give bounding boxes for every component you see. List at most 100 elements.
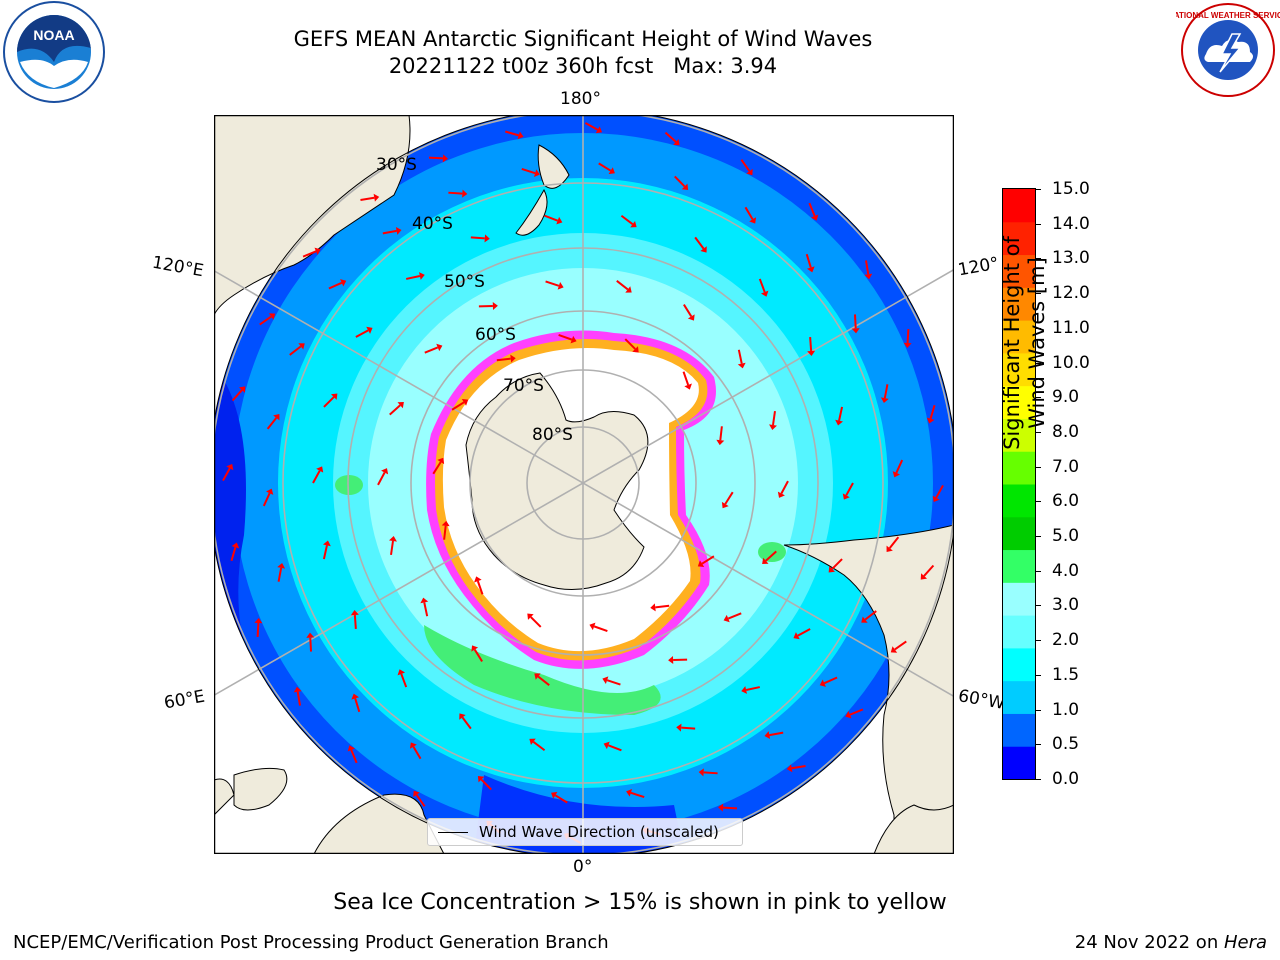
wave-arrow xyxy=(674,175,686,188)
wave-arrow xyxy=(744,206,754,220)
wave-arrow-head xyxy=(381,468,389,475)
colorbar-swatch xyxy=(1003,647,1035,682)
colorbar-tick-label: 15.0 xyxy=(1052,179,1090,199)
colorbar-tick xyxy=(1035,293,1041,295)
wave-arrow-head xyxy=(471,645,479,652)
wave-arrow xyxy=(895,459,904,474)
wave-arrow-head xyxy=(395,226,402,235)
colorbar-swatch xyxy=(1003,582,1035,616)
colorbar-tick-label: 10.0 xyxy=(1052,352,1090,373)
wave-arrow-head xyxy=(749,217,757,224)
wave-arrow-head xyxy=(819,679,826,687)
wave-arrow-head xyxy=(625,286,632,293)
wave-arrow-head xyxy=(517,131,524,140)
wave-arrow-head xyxy=(462,189,468,198)
wave-arrow xyxy=(683,304,693,317)
wave-arrow-head xyxy=(806,266,815,273)
colorbar-tick-label: 6.0 xyxy=(1052,491,1080,512)
wave-arrow-head xyxy=(510,354,516,363)
colorbar-tick xyxy=(1035,536,1041,538)
wave-arrow-head xyxy=(331,393,338,400)
wave-arrow-head xyxy=(293,686,302,693)
wave-arrow-head xyxy=(886,545,893,553)
wave-arrow-head xyxy=(589,622,596,631)
wave-arrow-head xyxy=(373,193,380,202)
map-panel: 30°S 40°S 50°S 60°S 70°S 80°S xyxy=(214,115,954,854)
wave-arrow xyxy=(360,196,375,202)
wave-arrow xyxy=(537,675,550,686)
wave-arrow xyxy=(791,764,806,770)
lat-label-70s: 70°S xyxy=(503,376,544,396)
wave-arrow xyxy=(480,778,492,791)
wave-arrow-head xyxy=(687,314,695,321)
wave-arrow xyxy=(780,480,789,494)
wave-arrow xyxy=(262,492,271,507)
wave-arrow xyxy=(724,491,734,505)
wave-arrow-head xyxy=(737,362,746,369)
wave-arrow-head xyxy=(932,495,940,503)
colorbar-tick xyxy=(1035,223,1041,225)
wave-arrow xyxy=(888,536,900,549)
wave-arrow xyxy=(935,484,944,499)
colorbar xyxy=(1002,188,1036,780)
noaa-logo: NOAA xyxy=(3,1,105,103)
wave-arrow-head xyxy=(461,398,469,406)
colorbar-tick xyxy=(1035,744,1041,746)
wave-arrow xyxy=(322,545,328,560)
wave-arrow-head xyxy=(684,383,692,390)
colorbar-swatch xyxy=(1003,746,1035,779)
wave-arrow xyxy=(769,731,784,737)
wave-arrow-head xyxy=(231,542,240,549)
wave-arrow xyxy=(808,202,816,217)
colorbar-swatch xyxy=(1003,385,1035,419)
wave-arrow xyxy=(765,550,777,562)
wave-arrow-head xyxy=(265,488,274,495)
wave-arrow-head xyxy=(389,536,397,542)
wave-arrow-head xyxy=(484,234,490,243)
wave-arrow xyxy=(415,794,426,807)
wave-arrow xyxy=(703,771,718,775)
lat-label-50s: 50°S xyxy=(444,272,485,292)
wave-arrow xyxy=(849,708,864,716)
wave-arrow xyxy=(428,156,444,160)
wave-arrow xyxy=(593,625,608,632)
wave-arrow-head xyxy=(903,342,912,348)
wave-arrow-head xyxy=(861,616,868,623)
wave-arrow xyxy=(823,676,838,685)
wave-arrow xyxy=(476,580,484,595)
wave-arrow xyxy=(470,236,485,240)
wave-arrow xyxy=(797,628,811,637)
wave-arrow xyxy=(545,280,560,287)
colorbar-swatch xyxy=(1003,615,1035,649)
lon-label-right-lower: 60°W xyxy=(956,686,1007,714)
wave-arrow xyxy=(412,746,422,760)
wave-arrow xyxy=(354,698,361,713)
colorbar-tick xyxy=(1035,362,1041,364)
wave-arrow xyxy=(355,329,369,338)
wave-arrow-head xyxy=(603,741,610,750)
wave-arrow xyxy=(694,236,705,250)
colorbar-tick xyxy=(1035,779,1041,780)
wave-arrow-head xyxy=(533,169,540,177)
colorbar-swatch xyxy=(1003,254,1035,288)
wave-arrow xyxy=(312,470,321,484)
wave-arrow-head xyxy=(314,247,321,255)
colorbar-tick-label: 7.0 xyxy=(1052,456,1080,477)
wave-arrow-head xyxy=(602,676,609,684)
colorbar-swatch xyxy=(1003,713,1035,747)
wave-arrow-head xyxy=(769,424,777,430)
wave-arrow-head xyxy=(409,742,417,749)
wave-arrow-head xyxy=(350,610,359,616)
wave-arrow xyxy=(443,525,447,540)
wave-arrow xyxy=(353,614,357,630)
wave-arrow-head xyxy=(668,656,674,665)
wave-arrow xyxy=(323,396,335,408)
colorbar-swatch xyxy=(1003,418,1035,452)
wave-arrow-head xyxy=(492,301,498,310)
wave-arrow-head xyxy=(323,540,331,547)
wave-arrow-head xyxy=(397,669,406,676)
wave-arrow xyxy=(558,334,573,341)
wave-arrow-head xyxy=(723,614,730,623)
wave-arrow xyxy=(719,426,723,441)
colorbar-swatch xyxy=(1003,221,1035,256)
